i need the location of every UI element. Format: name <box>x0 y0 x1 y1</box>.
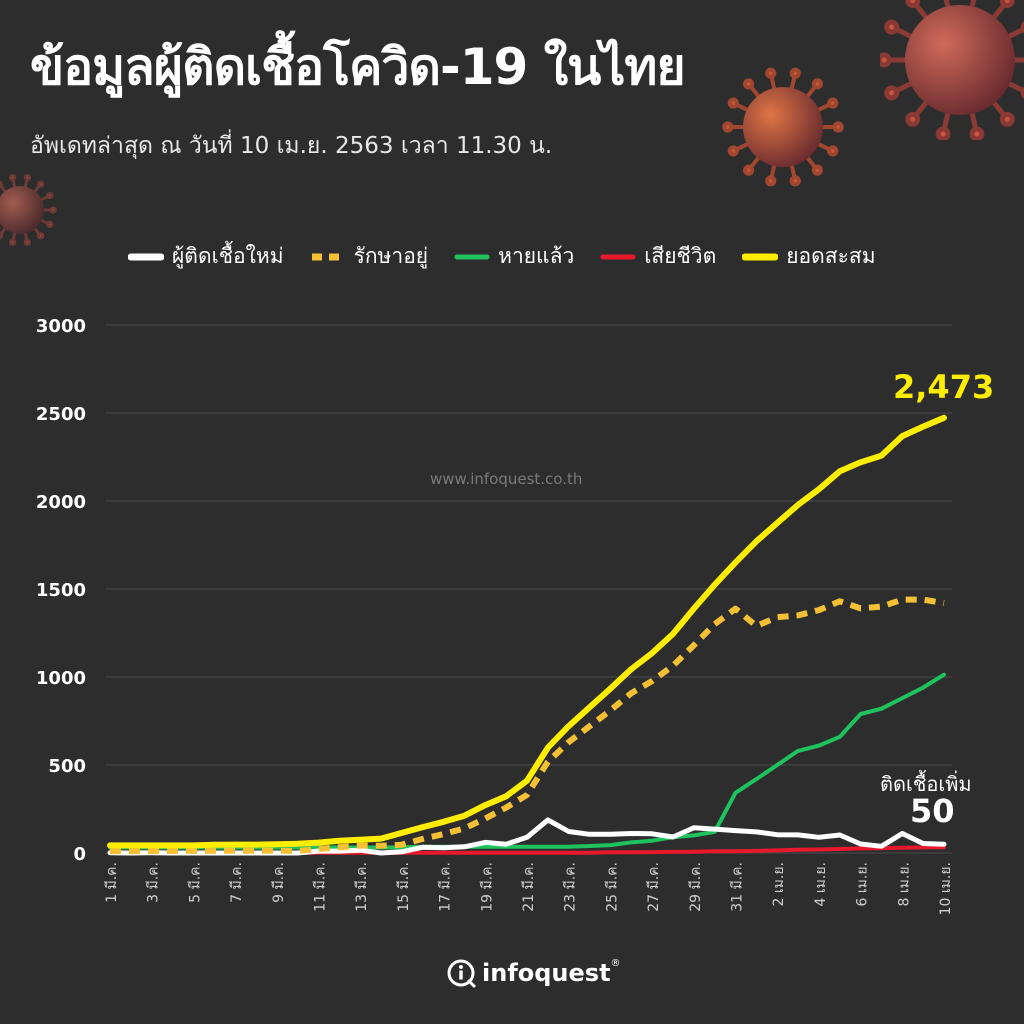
virus-spike-tip <box>23 174 32 182</box>
virus-illustration-large <box>880 0 1024 140</box>
x-tick-label: 15 มี.ค. <box>396 862 412 912</box>
virus-spike-tip <box>905 0 921 9</box>
series-line-active <box>110 596 945 855</box>
x-tick-label: 11 มี.ค. <box>313 862 329 912</box>
x-tick-label: 7 มี.ค. <box>229 862 245 903</box>
legend-item-recovered: หายแล้ว <box>454 240 574 273</box>
virus-spike-tip <box>880 52 892 68</box>
virus-spike-tip <box>727 97 739 109</box>
legend-label-recovered: หายแล้ว <box>498 244 575 268</box>
virus-spike-tip <box>46 220 54 229</box>
legend-label-total: ยอดสะสม <box>786 244 876 268</box>
virus-spike-tip <box>727 145 739 157</box>
virus-spike-tip <box>0 232 4 240</box>
virus-spike-tip <box>999 0 1015 9</box>
virus-spike-tip <box>789 67 801 79</box>
x-tick-label: 8 เม.ย. <box>896 862 912 906</box>
y-tick-label: 0 <box>73 844 86 865</box>
legend-item-active: รักษาอยู่ <box>310 240 429 273</box>
virus-spike-tip <box>742 78 755 90</box>
x-tick-label: 27 มี.ค. <box>646 862 662 912</box>
chart-legend: ผู้ติดเชื้อใหม่ รักษาอยู่ หายแล้ว เสียชี… <box>128 240 902 273</box>
y-tick-label: 1000 <box>36 668 86 689</box>
virus-spike-tip <box>811 78 824 90</box>
virus-spike-tip <box>765 175 777 187</box>
x-tick-label: 5 มี.ค. <box>187 862 203 903</box>
y-tick-label: 3000 <box>36 316 86 337</box>
virus-illustration-small <box>0 174 57 246</box>
x-tick-label: 23 มี.ค. <box>563 862 579 912</box>
virus-illustration-medium <box>722 67 844 187</box>
virus-spike-tip <box>722 121 734 133</box>
virus-spike-tip <box>742 164 755 176</box>
x-tick-label: 3 มี.ค. <box>146 862 162 903</box>
page-title: ข้อมูลผู้ติดเชื้อโควิด-19 ในไทย <box>30 38 686 96</box>
footer-registered-mark: ® <box>610 957 621 969</box>
legend-swatch-recovered <box>454 254 490 259</box>
legend-label-new: ผู้ติดเชื้อใหม่ <box>172 244 284 268</box>
virus-spike-tip <box>935 126 951 140</box>
virus-spike-tip <box>49 206 57 214</box>
y-tick-label: 500 <box>48 756 86 777</box>
series-line-total <box>107 414 947 849</box>
legend-swatch-active <box>311 253 344 260</box>
virus-spike-tip <box>827 97 839 109</box>
legend-swatch-new <box>128 253 164 260</box>
new-cases-callout-label: ติดเชื้อเพิ่ม <box>880 772 972 796</box>
legend-item-new: ผู้ติดเชื้อใหม่ <box>128 240 284 273</box>
legend-label-deaths: เสียชีวิต <box>644 244 717 268</box>
chart-series-lines <box>107 414 947 856</box>
virus-spike-tip <box>884 19 900 35</box>
virus-spike-tip <box>36 232 45 240</box>
x-tick-label: 4 เม.ย. <box>813 862 829 906</box>
virus-spike-tip <box>46 191 54 200</box>
x-tick-label: 17 มี.ค. <box>438 862 454 912</box>
virus-spike-tip <box>8 174 17 182</box>
virus-spike-tip <box>969 126 985 140</box>
watermark: www.infoquest.co.th <box>430 470 583 488</box>
y-tick-label: 2500 <box>36 404 86 425</box>
legend-swatch-total <box>742 253 779 260</box>
x-tick-label: 1 มี.ค. <box>104 862 120 903</box>
x-tick-label: 19 มี.ค. <box>479 862 495 912</box>
legend-item-total: ยอดสะสม <box>742 240 876 273</box>
footer-brand: infoquest <box>482 959 611 987</box>
series-line-recovered <box>108 672 946 850</box>
legend-label-active: รักษาอยู่ <box>353 244 429 268</box>
x-tick-label: 13 มี.ค. <box>354 862 370 912</box>
x-tick-label: 6 เม.ย. <box>855 862 871 906</box>
x-tick-label: 29 มี.ค. <box>688 862 704 912</box>
virus-spike-tip <box>905 111 921 127</box>
virus-spike-tip <box>36 180 45 188</box>
x-tick-label: 10 เม.ย. <box>938 862 954 915</box>
x-tick-label: 25 มี.ค. <box>604 862 620 912</box>
virus-spike-tip <box>832 121 844 133</box>
virus-spike-tip <box>999 111 1015 127</box>
virus-spike-tip <box>827 145 839 157</box>
legend-swatch-deaths <box>600 254 636 259</box>
virus-spike-tip <box>0 180 4 188</box>
x-tick-label: 2 เม.ย. <box>771 862 787 906</box>
virus-spike-tip <box>765 67 777 79</box>
x-tick-label: 31 มี.ค. <box>730 862 746 912</box>
y-tick-label: 2000 <box>36 492 86 513</box>
virus-spike-tip <box>23 238 32 246</box>
y-tick-label: 1500 <box>36 580 86 601</box>
x-tick-label: 9 มี.ค. <box>271 862 287 903</box>
virus-spike-tip <box>8 238 17 246</box>
x-tick-label: 21 มี.ค. <box>521 862 537 912</box>
y-axis-ticks: 0 500 1000 1500 2000 2500 3000 <box>36 316 86 865</box>
legend-item-deaths: เสียชีวิต <box>600 240 716 273</box>
x-axis-ticks: 1 มี.ค. 3 มี.ค. 5 มี.ค. 7 มี.ค. 9 มี.ค. 11 มี… <box>104 862 954 915</box>
new-cases-callout-value: 50 <box>910 792 955 830</box>
virus-spike-tip <box>811 164 824 176</box>
final-total-label: 2,473 <box>893 368 995 406</box>
update-subtitle: อัพเดทล่าสุด ณ วันที่ 10 เม.ย. 2563 เวลา… <box>30 133 553 159</box>
info-icon <box>447 959 476 988</box>
virus-spike-tip <box>789 175 801 187</box>
virus-spike-tip <box>884 85 900 101</box>
footer-logo: infoquest ® <box>446 958 621 988</box>
